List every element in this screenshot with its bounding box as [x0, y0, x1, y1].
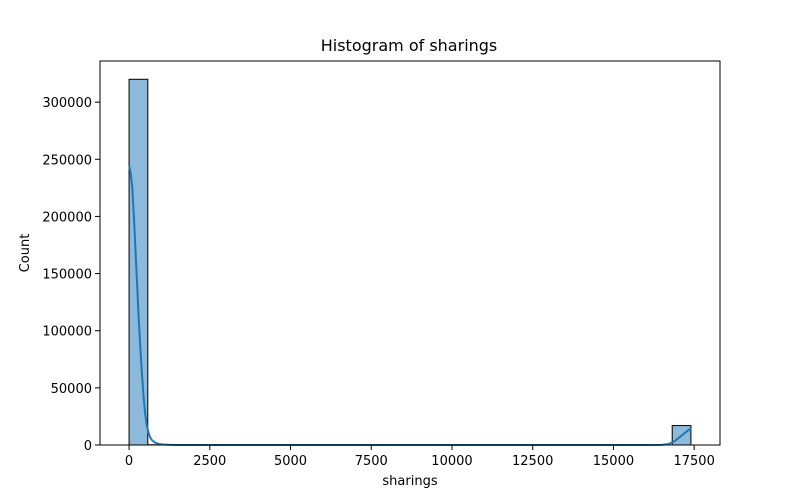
histogram-bars	[128, 78, 692, 446]
x-tick-label: 15000	[593, 454, 634, 469]
y-tick-label: 300000	[42, 96, 92, 111]
x-tick-label: 17500	[673, 454, 714, 469]
x-tick-label: 2500	[193, 454, 226, 469]
chart-title: Histogram of sharings	[321, 36, 498, 55]
y-tick-label: 150000	[42, 268, 92, 283]
histogram-bar-0	[128, 78, 149, 446]
y-tick-label: 200000	[42, 210, 92, 225]
y-tick-label: 50000	[51, 382, 92, 397]
plot-frame	[99, 60, 721, 446]
x-tick-label: 12500	[512, 454, 553, 469]
x-tick-label: 0	[125, 454, 133, 469]
y-axis: 0 50000 100000 150000 200000 250000 300000	[42, 96, 100, 454]
y-tick-label: 250000	[42, 153, 92, 168]
y-tick-label: 100000	[42, 325, 92, 340]
x-axis-label: sharings	[382, 474, 437, 489]
x-tick-label: 5000	[274, 454, 307, 469]
x-tick-label: 10000	[431, 454, 472, 469]
x-tick-label: 7500	[355, 454, 388, 469]
y-axis-label: Count	[18, 234, 33, 273]
x-axis: 0 2500 5000 7500 10000 12500 15000 17500	[125, 445, 715, 469]
y-tick-label: 0	[84, 439, 92, 454]
kde-curve	[128, 164, 692, 446]
